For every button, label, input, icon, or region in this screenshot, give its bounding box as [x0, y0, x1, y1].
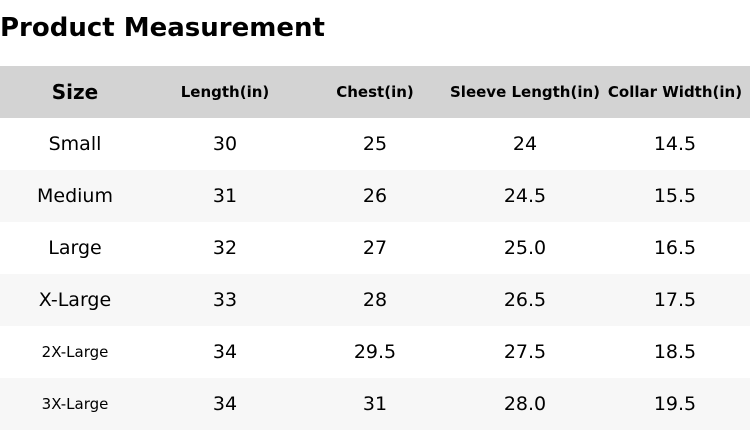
cell-chest: 25 — [362, 133, 388, 155]
table-row: Large 32 27 25.0 16.5 — [0, 222, 750, 274]
page-title: Product Measurement — [0, 13, 325, 43]
cell-size: Large — [48, 237, 102, 259]
cell-length: 32 — [212, 237, 238, 259]
cell-collar-width: 18.5 — [653, 341, 697, 363]
table-header-row: Size Length(in) Chest(in) Sleeve Length(… — [0, 66, 750, 118]
table-row: X-Large 33 28 26.5 17.5 — [0, 274, 750, 326]
cell-size: Medium — [37, 185, 113, 207]
header-length: Length(in) — [180, 83, 270, 101]
table-row: 2X-Large 34 29.5 27.5 18.5 — [0, 326, 750, 378]
cell-sleeve-length: 27.5 — [503, 341, 547, 363]
header-chest: Chest(in) — [336, 83, 414, 101]
cell-collar-width: 14.5 — [653, 133, 697, 155]
cell-sleeve-length: 24.5 — [503, 185, 547, 207]
cell-length: 33 — [212, 289, 238, 311]
table-row: 3X-Large 34 31 28.0 19.5 — [0, 378, 750, 430]
cell-collar-width: 17.5 — [653, 289, 697, 311]
cell-collar-width: 16.5 — [653, 237, 697, 259]
cell-length: 31 — [212, 185, 238, 207]
cell-sleeve-length: 24 — [512, 133, 538, 155]
cell-collar-width: 15.5 — [653, 185, 697, 207]
cell-chest: 27 — [362, 237, 388, 259]
header-sleeve-length: Sleeve Length(in) — [450, 83, 600, 101]
cell-chest: 26 — [362, 185, 388, 207]
cell-length: 30 — [212, 133, 238, 155]
cell-size: 2X-Large — [41, 343, 109, 361]
cell-size: 3X-Large — [41, 395, 109, 413]
header-size: Size — [51, 80, 99, 104]
cell-sleeve-length: 25.0 — [503, 237, 547, 259]
cell-size: Small — [48, 133, 102, 155]
cell-chest: 29.5 — [353, 341, 397, 363]
cell-length: 34 — [212, 393, 238, 415]
cell-size: X-Large — [38, 289, 112, 311]
measurement-table: Size Length(in) Chest(in) Sleeve Length(… — [0, 66, 750, 430]
header-collar-width: Collar Width(in) — [607, 83, 743, 101]
cell-collar-width: 19.5 — [653, 393, 697, 415]
table-row: Small 30 25 24 14.5 — [0, 118, 750, 170]
cell-chest: 31 — [362, 393, 388, 415]
cell-chest: 28 — [362, 289, 388, 311]
table-row: Medium 31 26 24.5 15.5 — [0, 170, 750, 222]
cell-length: 34 — [212, 341, 238, 363]
cell-sleeve-length: 28.0 — [503, 393, 547, 415]
cell-sleeve-length: 26.5 — [503, 289, 547, 311]
